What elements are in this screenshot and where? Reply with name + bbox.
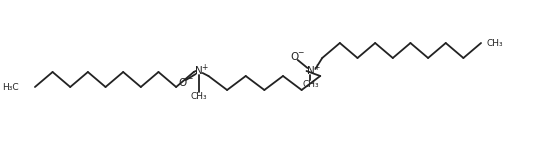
Text: O: O	[179, 78, 187, 88]
Text: O: O	[290, 52, 299, 62]
Text: N: N	[195, 66, 203, 76]
Text: +: +	[201, 62, 208, 71]
Text: +: +	[313, 62, 319, 71]
Text: H₃C: H₃C	[2, 82, 18, 91]
Text: CH₃: CH₃	[487, 38, 504, 48]
Text: −: −	[185, 74, 192, 83]
Text: −: −	[297, 49, 304, 58]
Text: CH₃: CH₃	[302, 79, 319, 89]
Text: CH₃: CH₃	[190, 91, 207, 100]
Text: N: N	[306, 66, 314, 76]
